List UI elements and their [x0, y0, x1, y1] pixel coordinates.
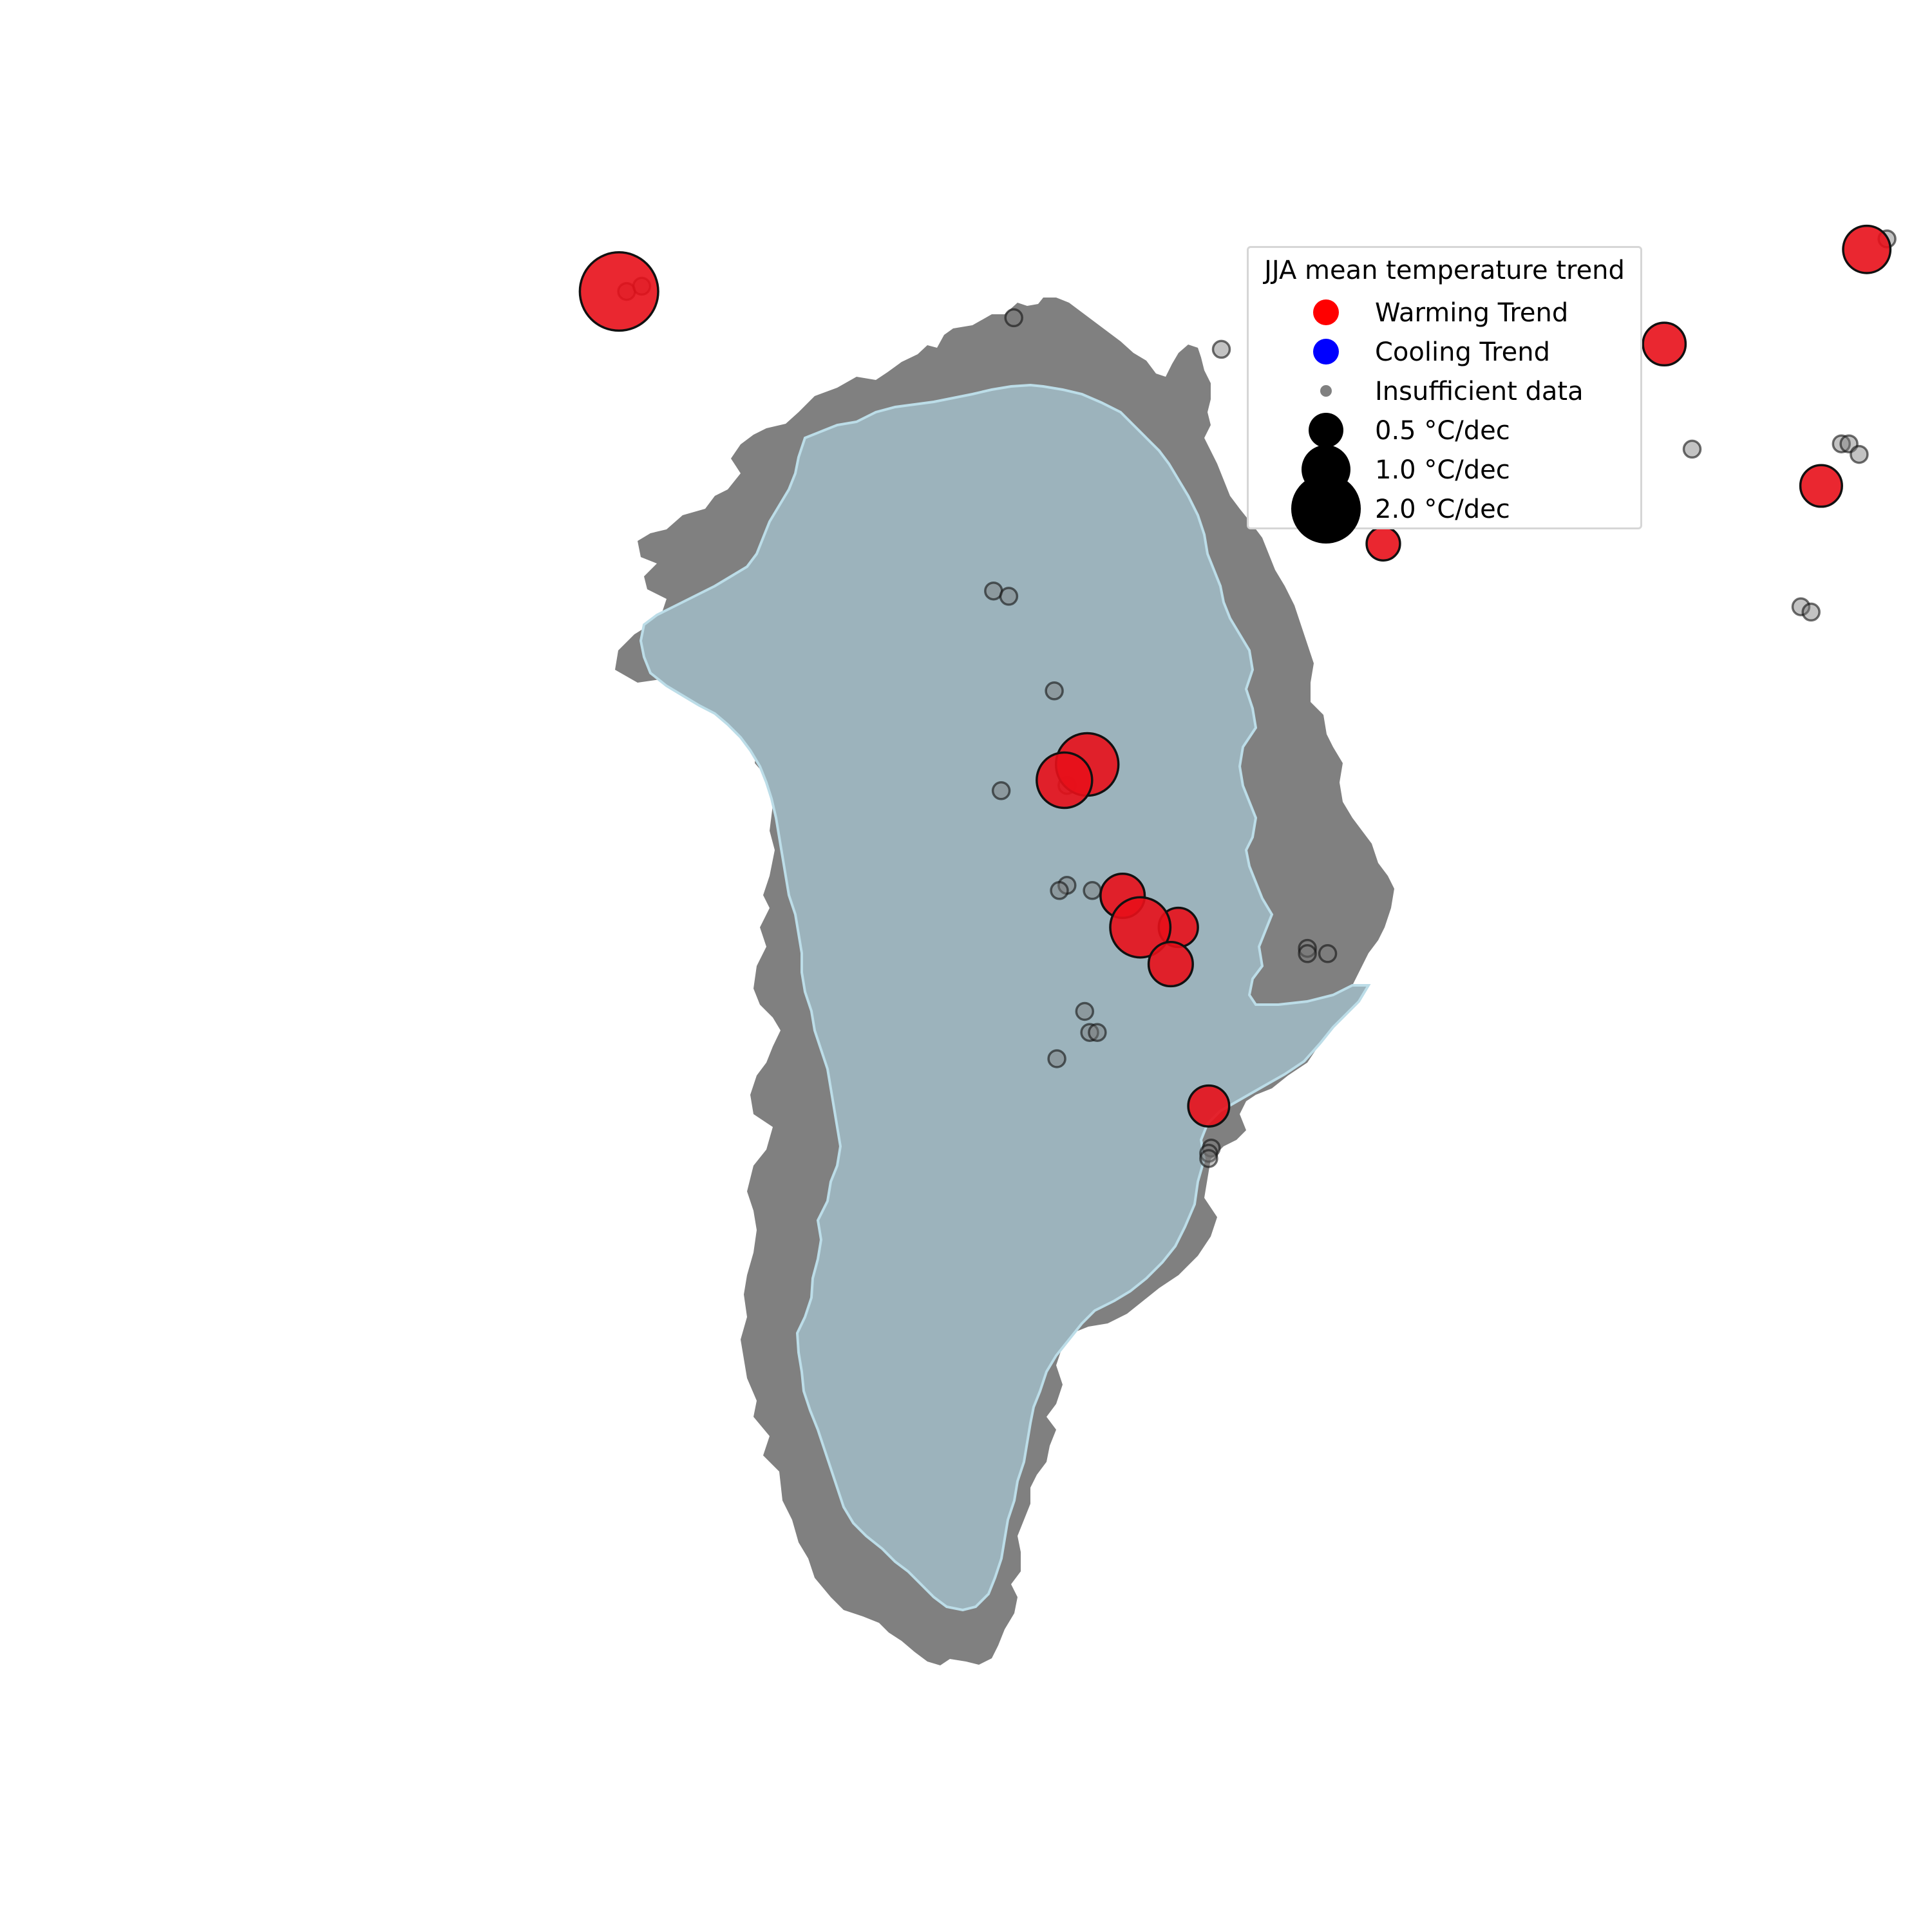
station-insufficient-marker [1801, 602, 1821, 622]
station-warming-marker [1187, 1084, 1231, 1128]
station-insufficient-marker [1199, 1149, 1218, 1168]
legend-item: Cooling Trend [1249, 332, 1640, 371]
legend-item: 0.5 °C/dec [1249, 411, 1640, 450]
greenland-ice-sheet [639, 383, 1371, 1612]
legend-item-label: Cooling Trend [1375, 337, 1551, 367]
legend-item-label: 2.0 °C/dec [1375, 495, 1510, 524]
station-insufficient-marker [1791, 597, 1811, 616]
station-insufficient-marker [1045, 681, 1064, 701]
legend-marker-icon [1320, 385, 1332, 397]
legend-item-label: 0.5 °C/dec [1375, 416, 1510, 446]
legend-item-label: Warming Trend [1375, 298, 1569, 328]
legend-marker-icon [1309, 413, 1343, 448]
legend-item: Insufficient data [1249, 372, 1640, 410]
legend-item-label: 1.0 °C/dec [1375, 455, 1510, 485]
legend: JJA mean temperature trend Warming Trend… [1247, 246, 1642, 544]
station-insufficient-marker [999, 587, 1019, 606]
station-warming-marker [1642, 321, 1687, 367]
station-insufficient-marker [1050, 881, 1069, 900]
station-insufficient-marker [1298, 938, 1317, 958]
station-insufficient-marker [1047, 1049, 1066, 1068]
station-insufficient-marker [1199, 1144, 1218, 1163]
station-warming-marker [1842, 224, 1892, 274]
station-insufficient-marker [1088, 1023, 1107, 1042]
legend-title: JJA mean temperature trend [1264, 256, 1625, 285]
station-warming-marker [578, 251, 659, 332]
station-warming-marker [1147, 941, 1194, 988]
legend-item: 2.0 °C/dec [1249, 474, 1640, 544]
station-insufficient-marker [1083, 881, 1102, 900]
station-warming-marker [1109, 896, 1172, 959]
ice-sheet-area [639, 383, 1371, 1612]
station-warming-marker [1365, 526, 1401, 562]
legend-marker-icon [1291, 474, 1361, 544]
station-insufficient-marker [1298, 944, 1317, 963]
legend-marker-icon [1313, 339, 1339, 365]
station-warming-marker [1036, 751, 1094, 810]
station-insufficient-marker [1211, 339, 1231, 359]
legend-marker-icon [1313, 299, 1339, 325]
station-insufficient-marker [1075, 1001, 1095, 1021]
station-insufficient-marker [1004, 308, 1023, 328]
station-insufficient-marker [1682, 439, 1702, 459]
station-insufficient-marker [1850, 444, 1869, 464]
legend-item: Warming Trend [1249, 293, 1640, 332]
station-insufficient-marker [991, 781, 1011, 800]
legend-item-label: Insufficient data [1375, 377, 1584, 406]
station-markers [578, 224, 1897, 1168]
station-insufficient-marker [1318, 944, 1338, 963]
station-warming-marker [1799, 464, 1843, 508]
